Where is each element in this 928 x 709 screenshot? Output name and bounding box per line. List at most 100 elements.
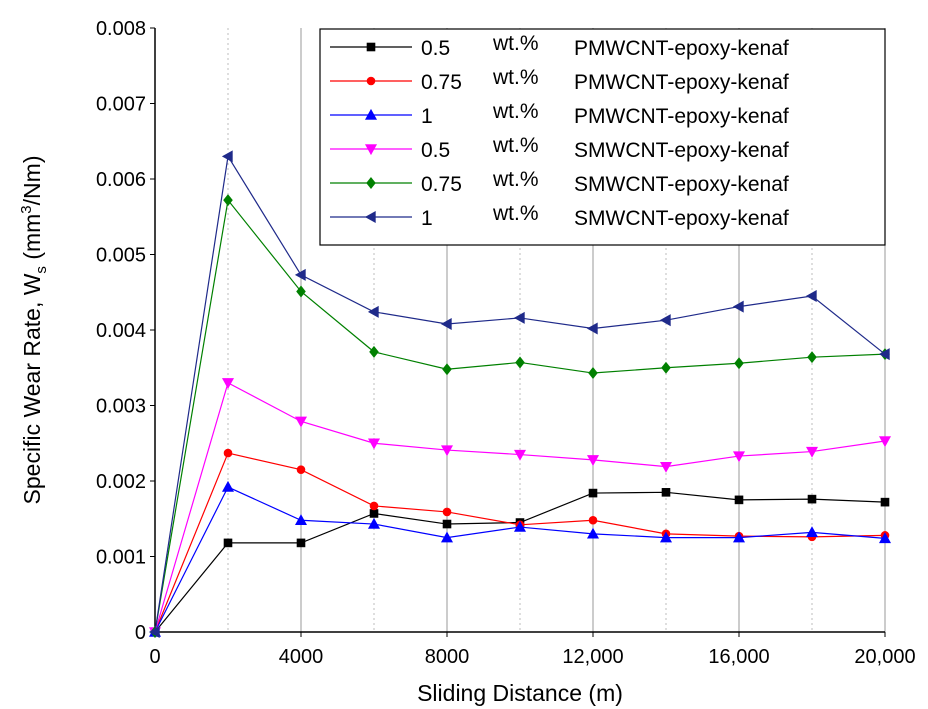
y-tick-label: 0.006 [96, 169, 146, 191]
data-point [588, 367, 598, 380]
data-point [805, 526, 819, 538]
legend-material: SMWCNT-epoxy-kenaf [574, 139, 789, 162]
data-point [805, 446, 819, 458]
y-axis-title-superscript: 3 [18, 205, 35, 213]
data-point [221, 480, 235, 492]
data-point [440, 317, 452, 330]
legend-concentration: 0.75 [421, 71, 462, 94]
data-point [878, 532, 892, 544]
legend-entry: 1 wt.% PMWCNT-epoxy-kenaf [330, 100, 789, 128]
y-tick-label: 0.002 [96, 471, 146, 493]
legend-entry: 0.75 wt.% PMWCNT-epoxy-kenaf [330, 66, 789, 94]
data-point [661, 361, 671, 374]
tick-labels: 0 4000 8000 12,000 16,000 20,000 0 0.001 0.002 0.… [96, 18, 916, 668]
data-point [878, 436, 892, 448]
data-point [734, 495, 744, 505]
data-point [807, 494, 817, 504]
legend-concentration: 0.5 [421, 37, 450, 60]
data-point [734, 357, 744, 370]
x-tick-label: 0 [149, 646, 160, 668]
x-tick-label: 20,000 [854, 646, 915, 668]
legend-concentration: 1 [421, 105, 433, 128]
legend-material: PMWCNT-epoxy-kenaf [574, 37, 789, 60]
data-point [296, 285, 306, 298]
data-point [878, 348, 890, 361]
legend-entry: 0.5 wt.% SMWCNT-epoxy-kenaf [330, 134, 789, 162]
legend-concentration: 1 [421, 207, 433, 230]
y-tick-label: 0.004 [96, 320, 146, 342]
y-tick-label: 0.005 [96, 245, 146, 267]
x-tick-label: 4000 [279, 646, 324, 668]
x-tick-label: 12,000 [562, 646, 623, 668]
legend-material: SMWCNT-epoxy-kenaf [574, 173, 789, 196]
data-point [442, 507, 452, 517]
x-tick-label: 8000 [425, 646, 470, 668]
data-point [586, 322, 598, 335]
data-point [223, 538, 233, 548]
data-point [586, 527, 600, 539]
legend: 0.5 wt.% PMWCNT-epoxy-kenaf 0.75 wt.% PMWCNT-… [319, 28, 886, 246]
legend-entry: 0.5 wt.% PMWCNT-epoxy-kenaf [330, 32, 789, 60]
y-tick-label: 0.007 [96, 94, 146, 116]
legend-marker [364, 210, 376, 224]
legend-marker [366, 42, 376, 52]
data-point [296, 538, 306, 548]
data-point [221, 378, 235, 389]
data-point [659, 314, 671, 327]
data-point [659, 461, 673, 473]
data-point [732, 531, 746, 543]
legend-material: PMWCNT-epoxy-kenaf [574, 105, 789, 128]
y-axis-title-subscript: s [33, 266, 50, 274]
legend-marker [366, 76, 376, 86]
data-point [148, 625, 160, 639]
legend-concentration: 0.5 [421, 139, 450, 162]
series-5 [150, 194, 890, 638]
data-point [369, 501, 379, 511]
x-tick-label: 16,000 [708, 646, 769, 668]
data-point [296, 465, 306, 474]
legend-entry: 1 wt.% SMWCNT-epoxy-kenaf [330, 202, 789, 230]
y-axis-title-main: Specific Wear Rate, W [19, 273, 45, 504]
data-point [294, 416, 308, 428]
legend-unit: wt.% [492, 66, 539, 89]
y-axis-title: Specific Wear Rate, Ws (mm3/Nm) [18, 156, 50, 505]
legend-unit: wt.% [492, 100, 539, 123]
y-tick-label: 0.008 [96, 18, 146, 40]
data-point [369, 345, 379, 358]
data-point [294, 268, 306, 281]
y-tick-label: 0 [135, 622, 146, 644]
data-point [588, 515, 598, 525]
y-tick-label: 0.001 [96, 547, 146, 569]
data-point [294, 514, 308, 525]
legend-marker [364, 144, 378, 156]
series [148, 150, 892, 639]
data-point [223, 194, 233, 207]
y-tick-label: 0.003 [96, 396, 146, 418]
legend-concentration: 0.75 [421, 173, 462, 196]
data-point [880, 497, 890, 507]
data-point [367, 305, 379, 318]
data-point [732, 300, 744, 313]
data-point [367, 438, 381, 450]
legend-box [319, 28, 886, 246]
series-6 [148, 150, 890, 639]
data-point [369, 509, 379, 518]
data-point [732, 451, 746, 463]
legend-material: SMWCNT-epoxy-kenaf [574, 207, 789, 230]
legend-material: PMWCNT-epoxy-kenaf [574, 71, 789, 94]
data-point [513, 449, 527, 461]
data-point [513, 520, 527, 532]
data-point [805, 290, 817, 303]
data-point [588, 488, 598, 498]
data-point [223, 448, 233, 458]
legend-entries: 0.5 wt.% PMWCNT-epoxy-kenaf 0.75 wt.% PMWCNT-… [330, 32, 789, 230]
data-point [440, 445, 454, 457]
data-point [515, 356, 525, 369]
legend-unit: wt.% [492, 168, 539, 191]
data-point [586, 455, 600, 466]
data-point [659, 531, 673, 543]
data-point [367, 517, 381, 529]
legend-unit: wt.% [492, 134, 539, 157]
data-point [221, 150, 233, 163]
